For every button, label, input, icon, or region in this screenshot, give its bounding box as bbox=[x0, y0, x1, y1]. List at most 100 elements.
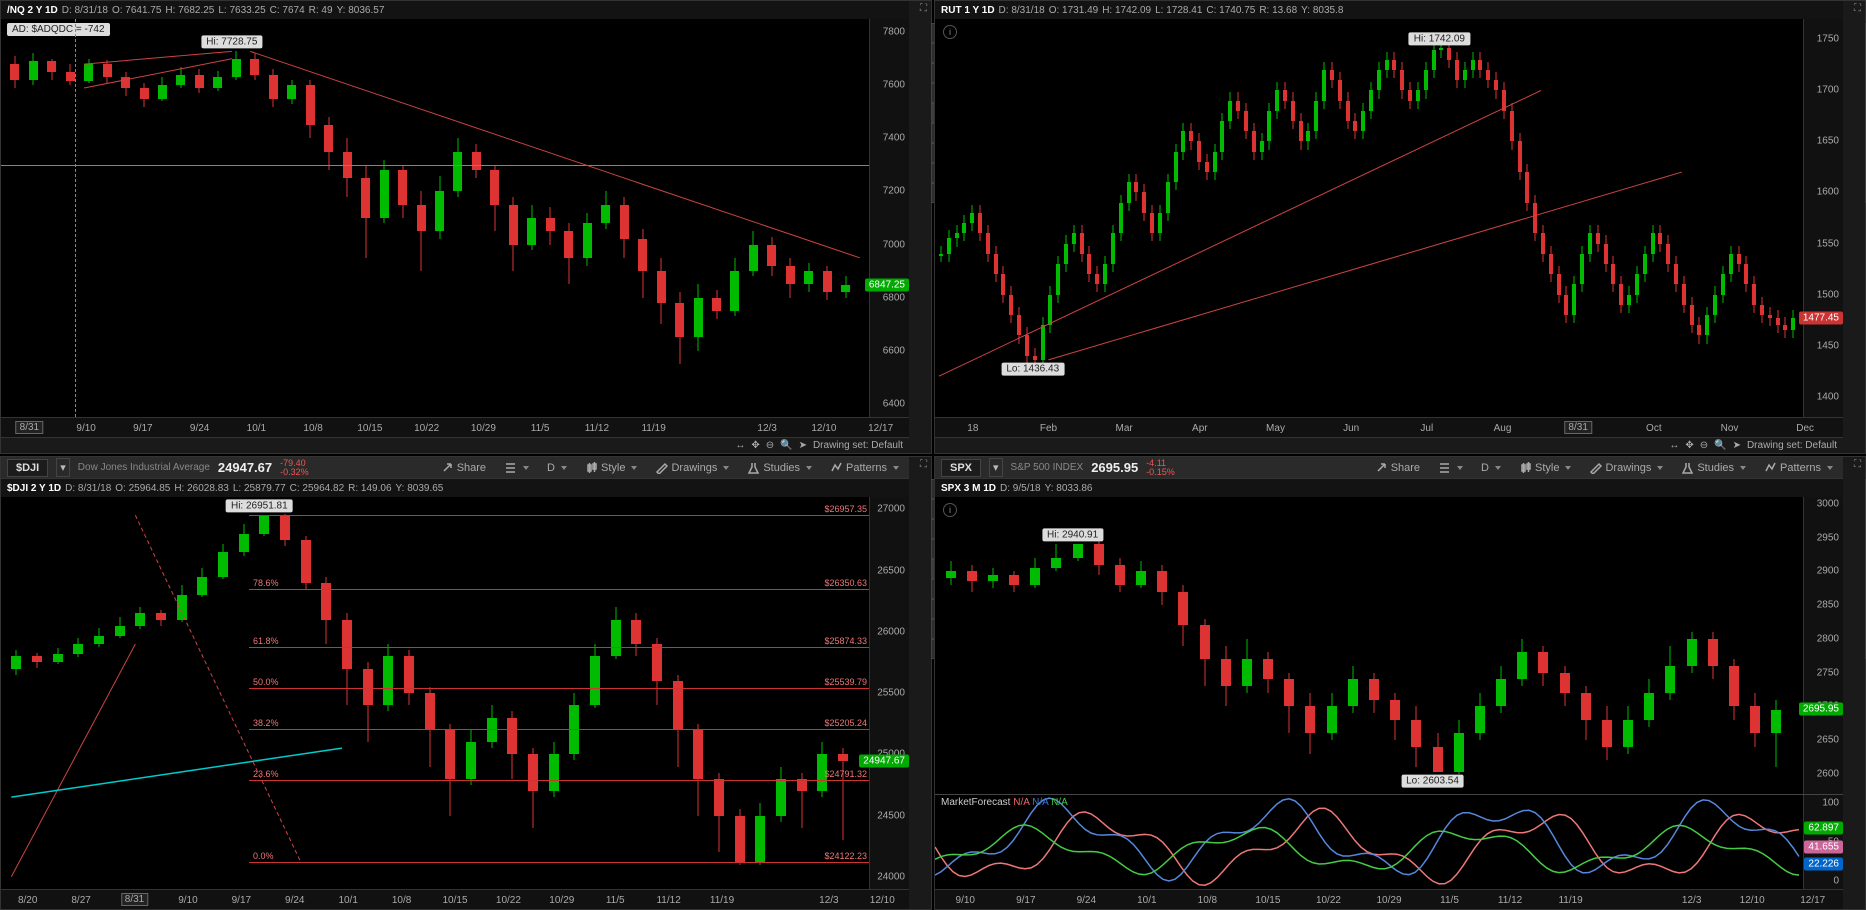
candle bbox=[466, 497, 476, 889]
x-tick-label: 9/10 bbox=[76, 423, 95, 434]
candle bbox=[11, 497, 21, 889]
cursor-icon[interactable]: ➤ bbox=[799, 440, 807, 451]
drawings-button[interactable]: Drawings bbox=[1585, 459, 1667, 476]
candle bbox=[490, 19, 499, 417]
expand-icon[interactable]: ⛶ bbox=[1854, 3, 1861, 14]
fib-price-label: $25205.24 bbox=[824, 718, 867, 728]
candle bbox=[1729, 497, 1739, 794]
candle bbox=[1348, 497, 1358, 794]
candle bbox=[1690, 19, 1694, 417]
chart-body-dji[interactable]: Hi: 26951.81$26957.3578.6%$26350.6361.8%… bbox=[1, 497, 909, 889]
fib-line bbox=[249, 647, 869, 648]
crosshair-icon[interactable]: ✥ bbox=[751, 440, 759, 451]
candle bbox=[1708, 497, 1718, 794]
chart-body-nq[interactable]: AD: $ADQDC = -742 Hi: 7728.75 7800760074… bbox=[1, 19, 909, 417]
candle bbox=[218, 497, 228, 889]
chart-body-spx[interactable]: i Hi: 2940.91Lo: 2603.54 300029502900285… bbox=[935, 497, 1843, 794]
candle bbox=[94, 497, 104, 889]
y-tick-label: 24500 bbox=[877, 810, 905, 821]
share-button[interactable]: Share bbox=[1371, 459, 1424, 476]
candle bbox=[527, 19, 536, 417]
x-tick-label: 11/19 bbox=[1558, 895, 1582, 906]
patterns-button[interactable]: Patterns bbox=[826, 459, 903, 476]
lo-label: Lo: 2603.54 bbox=[1401, 774, 1464, 787]
candle bbox=[1009, 19, 1013, 417]
zoom-in-icon[interactable]: 🔍 bbox=[1714, 440, 1726, 451]
zoom-in-icon[interactable]: 🔍 bbox=[780, 440, 792, 451]
candle bbox=[1181, 19, 1185, 417]
panel-rut: RUT 1 Y 1D D: 8/31/18 O: 1731.49 H: 1742… bbox=[934, 0, 1866, 454]
drawing-set-label[interactable]: Drawing set: Default bbox=[1747, 440, 1837, 451]
candle bbox=[445, 497, 455, 889]
style-button[interactable]: Style bbox=[1515, 459, 1575, 476]
candle bbox=[1564, 19, 1568, 417]
dropdown-icon[interactable]: ▾ bbox=[989, 458, 1003, 477]
y-tick-label: 1450 bbox=[1817, 340, 1839, 351]
drawing-set-label[interactable]: Drawing set: Default bbox=[813, 440, 903, 451]
share-button[interactable]: Share bbox=[437, 459, 490, 476]
crosshair-icon[interactable]: ✥ bbox=[1685, 440, 1693, 451]
x-axis-rut: 18FebMarAprMayJunJulAug8/31OctNovDec bbox=[935, 417, 1843, 437]
fib-pct-label: 23.6% bbox=[253, 769, 279, 779]
symbol-desc: Dow Jones Industrial Average bbox=[78, 462, 210, 473]
candle bbox=[1200, 497, 1210, 794]
candle bbox=[1478, 19, 1482, 417]
expand-icon[interactable]: ⛶ bbox=[920, 459, 927, 470]
studies-button[interactable]: Studies bbox=[743, 459, 816, 476]
x-tick-label: Jul bbox=[1420, 423, 1433, 434]
y-tick-label: 2800 bbox=[1817, 633, 1839, 644]
candle bbox=[735, 497, 745, 889]
candle bbox=[29, 19, 38, 417]
y-tick-label: 1550 bbox=[1817, 238, 1839, 249]
pan-icon[interactable]: ↔ bbox=[735, 440, 745, 451]
candle bbox=[1242, 497, 1252, 794]
expand-icon[interactable]: ⛶ bbox=[920, 3, 927, 14]
symbol-input[interactable]: $DJI bbox=[7, 459, 48, 477]
studies-button[interactable]: Studies bbox=[1677, 459, 1750, 476]
cursor-icon[interactable]: ➤ bbox=[1733, 440, 1741, 451]
candle bbox=[1009, 497, 1019, 794]
hi-label: Hi: 26951.81 bbox=[226, 500, 293, 513]
fib-pct-label: 78.6% bbox=[253, 578, 279, 588]
candle bbox=[1252, 19, 1256, 417]
zoom-out-icon[interactable]: ⊖ bbox=[1700, 440, 1708, 451]
dropdown-icon[interactable]: ▾ bbox=[56, 458, 70, 477]
candle bbox=[1205, 19, 1209, 417]
timeframe-button[interactable]: D bbox=[1477, 460, 1505, 476]
expand-icon[interactable]: ⛶ bbox=[1854, 459, 1861, 470]
x-tick-label: 8/31 bbox=[16, 421, 43, 434]
symbol-input[interactable]: SPX bbox=[941, 459, 981, 477]
candle bbox=[342, 497, 352, 889]
fib-pct-label: 0.0% bbox=[253, 851, 274, 861]
chart-options-button[interactable] bbox=[500, 459, 533, 476]
candle bbox=[1580, 19, 1584, 417]
timeframe-button[interactable]: D bbox=[543, 460, 571, 476]
patterns-button[interactable]: Patterns bbox=[1760, 459, 1837, 476]
style-button[interactable]: Style bbox=[581, 459, 641, 476]
candle bbox=[1305, 497, 1315, 794]
chart-body-rut[interactable]: i Hi: 1742.09Lo: 1436.43 175017001650160… bbox=[935, 19, 1843, 417]
pan-icon[interactable]: ↔ bbox=[1669, 440, 1679, 451]
candle bbox=[1525, 19, 1529, 417]
drawings-button[interactable]: Drawings bbox=[651, 459, 733, 476]
candle bbox=[823, 19, 832, 417]
candle bbox=[363, 497, 373, 889]
y-tick-label: 1650 bbox=[1817, 136, 1839, 147]
chart-options-button[interactable] bbox=[1434, 459, 1467, 476]
candle bbox=[177, 497, 187, 889]
x-tick-label: 11/19 bbox=[710, 895, 734, 906]
candle bbox=[1267, 19, 1271, 417]
candle bbox=[1369, 19, 1373, 417]
panel-nq: /NQ 2 Y 1D D: 8/31/18 O: 7641.75 H: 7682… bbox=[0, 0, 932, 454]
candle bbox=[1729, 19, 1733, 417]
zoom-out-icon[interactable]: ⊖ bbox=[766, 440, 774, 451]
hi-label: Hi: 7728.75 bbox=[201, 36, 262, 49]
candle bbox=[1136, 497, 1146, 794]
hi-label: Hi: 1742.09 bbox=[1409, 32, 1470, 45]
x-tick-label: 9/24 bbox=[285, 895, 304, 906]
candle bbox=[269, 19, 278, 417]
y-tick-label: 26500 bbox=[877, 565, 905, 576]
candle bbox=[1581, 497, 1591, 794]
candle bbox=[1471, 19, 1475, 417]
indicator-badge: 41.655 bbox=[1804, 840, 1843, 853]
